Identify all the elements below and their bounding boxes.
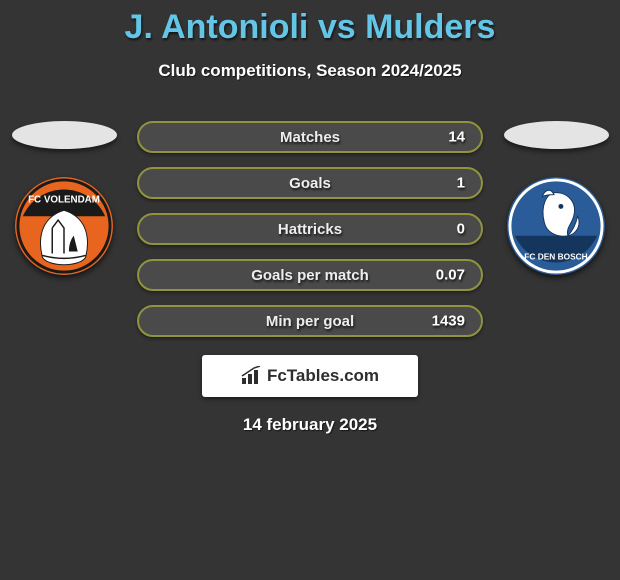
page-title: J. Antonioli vs Mulders xyxy=(0,8,620,47)
stat-row-goals-per-match: Goals per match 0.07 xyxy=(137,259,483,291)
volendam-badge-icon: FC VOLENDAM xyxy=(15,177,113,275)
stat-row-goals: Goals 1 xyxy=(137,167,483,199)
main-row: FC VOLENDAM Matches 14 Goals 1 Hattricks… xyxy=(0,121,620,337)
right-side: FC DEN BOSCH xyxy=(501,121,611,275)
stat-value: 1439 xyxy=(432,313,465,330)
brand-text: FcTables.com xyxy=(267,366,379,386)
stat-value: 1 xyxy=(457,175,465,192)
stat-value: 0.07 xyxy=(436,267,465,284)
player-oval-right xyxy=(504,121,609,149)
stat-label: Min per goal xyxy=(266,313,354,330)
stats-column: Matches 14 Goals 1 Hattricks 0 Goals per… xyxy=(137,121,483,337)
stat-row-hattricks: Hattricks 0 xyxy=(137,213,483,245)
club-logo-right: FC DEN BOSCH xyxy=(507,177,605,275)
brand-box[interactable]: FcTables.com xyxy=(202,355,418,397)
svg-text:FC VOLENDAM: FC VOLENDAM xyxy=(28,194,100,205)
club-logo-left: FC VOLENDAM xyxy=(15,177,113,275)
stat-label: Goals per match xyxy=(251,267,369,284)
stat-label: Matches xyxy=(280,129,340,146)
comparison-card: J. Antonioli vs Mulders Club competition… xyxy=(0,0,620,435)
stat-row-matches: Matches 14 xyxy=(137,121,483,153)
denbosch-badge-icon: FC DEN BOSCH xyxy=(507,177,605,275)
svg-text:FC DEN BOSCH: FC DEN BOSCH xyxy=(524,251,587,261)
stat-value: 0 xyxy=(457,221,465,238)
left-side: FC VOLENDAM xyxy=(9,121,119,275)
stat-label: Hattricks xyxy=(278,221,342,238)
date-text: 14 february 2025 xyxy=(0,415,620,435)
stat-value: 14 xyxy=(448,129,465,146)
bar-chart-icon xyxy=(241,366,263,386)
stat-row-min-per-goal: Min per goal 1439 xyxy=(137,305,483,337)
player-oval-left xyxy=(12,121,117,149)
stat-label: Goals xyxy=(289,175,331,192)
subtitle: Club competitions, Season 2024/2025 xyxy=(0,61,620,81)
